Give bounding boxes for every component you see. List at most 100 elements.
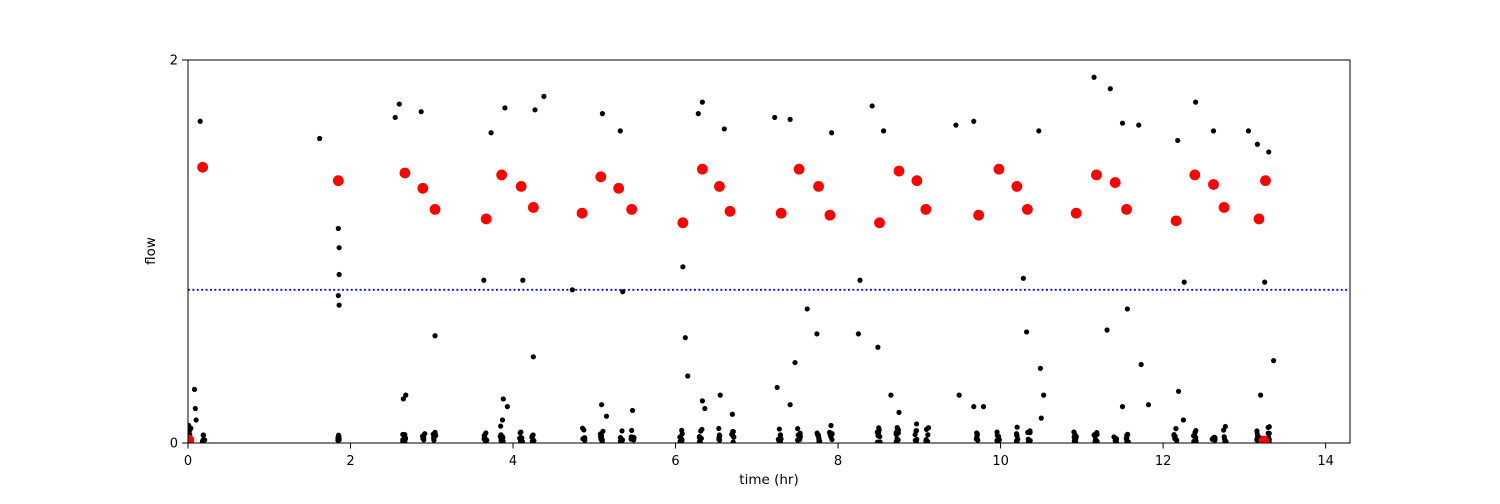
mean-point: [793, 163, 805, 175]
mean-point: [677, 217, 689, 229]
data-point: [579, 425, 586, 431]
outlier-point: [499, 417, 506, 423]
outlier-point: [396, 101, 402, 107]
outlier-point: [197, 118, 203, 124]
outlier-point: [1091, 74, 1097, 80]
outlier-point: [1037, 365, 1043, 371]
outlier-point: [193, 417, 199, 423]
outlier-point: [1262, 279, 1268, 285]
outlier-point: [1254, 141, 1260, 147]
scatter-points: [188, 74, 1277, 443]
y-axis: 02: [170, 54, 188, 452]
outlier-point: [1258, 392, 1264, 398]
data-point: [1014, 424, 1020, 430]
data-point: [628, 434, 634, 440]
mean-point: [920, 203, 932, 215]
data-point: [433, 433, 439, 439]
mean-point: [399, 167, 411, 179]
outlier-point: [481, 277, 487, 283]
outlier-point: [787, 116, 793, 122]
data-point: [1222, 423, 1228, 430]
mean-point: [993, 163, 1005, 175]
outlier-point: [1245, 128, 1252, 134]
mean-point: [1218, 202, 1230, 213]
data-point: [400, 437, 406, 443]
outlier-point: [699, 99, 705, 105]
mean-point: [874, 217, 885, 229]
outlier-point: [804, 306, 810, 312]
data-point: [679, 427, 685, 433]
mean-point: [696, 163, 708, 175]
data-point: [698, 428, 704, 434]
data-point: [716, 425, 722, 432]
mean-point: [1011, 180, 1023, 192]
outlier-point: [880, 128, 887, 134]
data-point: [519, 439, 525, 443]
y-axis-label: flow: [143, 237, 159, 265]
data-point: [530, 438, 536, 443]
outlier-point: [1210, 128, 1217, 134]
outlier-point: [1180, 417, 1187, 423]
outlier-point: [603, 413, 610, 419]
data-point: [1265, 424, 1271, 430]
outlier-point: [530, 354, 536, 360]
mean-point: [332, 175, 344, 187]
mean-point: [813, 180, 824, 192]
outlier-point: [1104, 327, 1110, 333]
data-point: [1193, 427, 1199, 434]
mean-point: [893, 165, 905, 177]
outlier-point: [721, 126, 727, 132]
outlier-point: [787, 402, 793, 408]
outlier-point: [317, 135, 323, 142]
outlier-point: [532, 107, 538, 113]
x-tick-label: 4: [509, 454, 517, 469]
data-point: [1125, 439, 1131, 443]
data-point: [731, 434, 737, 440]
data-point: [629, 427, 635, 434]
data-point: [974, 431, 980, 437]
data-point: [1254, 428, 1260, 434]
mean-point: [724, 205, 736, 217]
x-tick-label: 8: [834, 454, 842, 469]
data-point: [420, 435, 426, 441]
data-point: [795, 432, 801, 438]
outlier-point: [500, 396, 506, 402]
mean-points: [188, 161, 1271, 443]
data-point: [876, 425, 882, 431]
data-point: [994, 438, 1000, 443]
outlier-point: [392, 114, 398, 121]
outlier-point: [1119, 120, 1126, 126]
data-point: [1173, 426, 1179, 432]
mean-point: [1070, 207, 1082, 219]
outlier-point: [1175, 388, 1182, 394]
data-point: [499, 433, 505, 439]
outlier-point: [1023, 329, 1030, 335]
outlier-point: [1193, 99, 1199, 105]
outlier-point: [1138, 361, 1144, 368]
outlier-point: [403, 392, 409, 398]
outlier-point: [1036, 128, 1042, 134]
data-point: [994, 429, 1000, 435]
outlier-point: [869, 103, 875, 109]
x-tick-label: 14: [1317, 454, 1334, 469]
data-point: [894, 436, 900, 442]
data-point: [1192, 434, 1198, 440]
mean-point: [1260, 175, 1271, 187]
data-point: [1266, 430, 1272, 436]
mean-point: [1091, 169, 1102, 181]
outlier-point: [569, 287, 575, 293]
data-point: [828, 422, 834, 429]
data-point: [914, 436, 920, 442]
outlier-point: [1041, 392, 1047, 398]
mean-point: [626, 203, 638, 215]
data-point: [1013, 438, 1020, 443]
data-point: [795, 437, 801, 443]
outlier-point: [1107, 86, 1113, 92]
x-tick-label: 0: [184, 454, 192, 469]
outlier-point: [953, 122, 959, 128]
outlier-point: [1038, 415, 1044, 421]
x-tick-label: 6: [671, 454, 679, 469]
outlier-point: [192, 405, 198, 412]
data-point: [1094, 438, 1100, 443]
data-point: [893, 430, 899, 437]
